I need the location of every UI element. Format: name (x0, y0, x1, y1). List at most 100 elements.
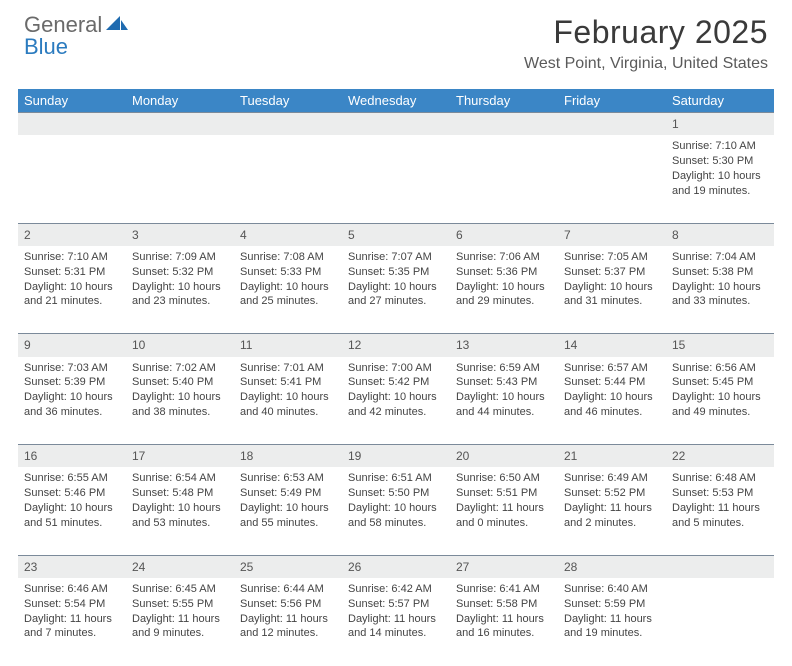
sunrise-line: Sunrise: 7:09 AM (132, 250, 228, 265)
sunset-line: Sunset: 5:44 PM (564, 375, 660, 390)
day-info-cell: Sunrise: 7:06 AMSunset: 5:36 PMDaylight:… (450, 246, 558, 334)
day-number-cell (234, 113, 342, 136)
sunrise-line: Sunrise: 6:45 AM (132, 582, 228, 597)
sunrise-line: Sunrise: 6:57 AM (564, 361, 660, 376)
daylight-line: Daylight: 10 hours and 42 minutes. (348, 390, 444, 420)
day-number-cell (666, 555, 774, 578)
day-header: Saturday (666, 89, 774, 113)
sunrise-line: Sunrise: 6:50 AM (456, 471, 552, 486)
day-number-cell (558, 113, 666, 136)
day-info-cell: Sunrise: 7:09 AMSunset: 5:32 PMDaylight:… (126, 246, 234, 334)
day-number-cell: 2 (18, 223, 126, 246)
day-info-row: Sunrise: 7:10 AMSunset: 5:30 PMDaylight:… (18, 135, 774, 223)
sunrise-line: Sunrise: 7:05 AM (564, 250, 660, 265)
day-info-cell: Sunrise: 7:10 AMSunset: 5:31 PMDaylight:… (18, 246, 126, 334)
daylight-line: Daylight: 10 hours and 33 minutes. (672, 280, 768, 310)
day-number: 7 (564, 228, 571, 242)
day-number-row: 9101112131415 (18, 334, 774, 357)
sunrise-line: Sunrise: 6:44 AM (240, 582, 336, 597)
day-header-row: Sunday Monday Tuesday Wednesday Thursday… (18, 89, 774, 113)
day-number: 3 (132, 228, 139, 242)
sunset-line: Sunset: 5:41 PM (240, 375, 336, 390)
day-number-cell: 20 (450, 445, 558, 468)
day-info-cell: Sunrise: 6:40 AMSunset: 5:59 PMDaylight:… (558, 578, 666, 666)
day-header: Sunday (18, 89, 126, 113)
day-number: 22 (672, 449, 685, 463)
sunset-line: Sunset: 5:38 PM (672, 265, 768, 280)
day-info-cell: Sunrise: 6:50 AMSunset: 5:51 PMDaylight:… (450, 467, 558, 555)
day-number: 1 (672, 117, 679, 131)
day-number-cell: 26 (342, 555, 450, 578)
sunset-line: Sunset: 5:37 PM (564, 265, 660, 280)
day-number-cell: 15 (666, 334, 774, 357)
day-number-cell: 17 (126, 445, 234, 468)
logo-word-blue: Blue (24, 34, 68, 59)
day-info-cell (558, 135, 666, 223)
day-number-cell: 1 (666, 113, 774, 136)
sunrise-line: Sunrise: 7:01 AM (240, 361, 336, 376)
sunrise-line: Sunrise: 6:51 AM (348, 471, 444, 486)
day-number-cell: 24 (126, 555, 234, 578)
day-info-cell: Sunrise: 6:44 AMSunset: 5:56 PMDaylight:… (234, 578, 342, 666)
day-number: 28 (564, 560, 577, 574)
sunset-line: Sunset: 5:57 PM (348, 597, 444, 612)
sunset-line: Sunset: 5:46 PM (24, 486, 120, 501)
calendar-table: Sunday Monday Tuesday Wednesday Thursday… (18, 89, 774, 666)
day-number: 19 (348, 449, 361, 463)
sunset-line: Sunset: 5:33 PM (240, 265, 336, 280)
calendar-body: 1 Sunrise: 7:10 AMSunset: 5:30 PMDaylight… (18, 113, 774, 666)
day-info-cell: Sunrise: 6:49 AMSunset: 5:52 PMDaylight:… (558, 467, 666, 555)
sunset-line: Sunset: 5:59 PM (564, 597, 660, 612)
sunset-line: Sunset: 5:40 PM (132, 375, 228, 390)
day-info-cell: Sunrise: 6:46 AMSunset: 5:54 PMDaylight:… (18, 578, 126, 666)
day-number-cell: 18 (234, 445, 342, 468)
sunset-line: Sunset: 5:31 PM (24, 265, 120, 280)
daylight-line: Daylight: 10 hours and 31 minutes. (564, 280, 660, 310)
day-number-row: 2345678 (18, 223, 774, 246)
day-info-cell: Sunrise: 6:54 AMSunset: 5:48 PMDaylight:… (126, 467, 234, 555)
day-number: 12 (348, 338, 361, 352)
sunset-line: Sunset: 5:32 PM (132, 265, 228, 280)
day-number: 18 (240, 449, 253, 463)
daylight-line: Daylight: 10 hours and 19 minutes. (672, 169, 768, 199)
day-info-cell: Sunrise: 7:01 AMSunset: 5:41 PMDaylight:… (234, 357, 342, 445)
daylight-line: Daylight: 10 hours and 23 minutes. (132, 280, 228, 310)
day-number: 2 (24, 228, 31, 242)
day-number-cell: 19 (342, 445, 450, 468)
sunrise-line: Sunrise: 7:00 AM (348, 361, 444, 376)
sunset-line: Sunset: 5:54 PM (24, 597, 120, 612)
day-info-cell: Sunrise: 6:59 AMSunset: 5:43 PMDaylight:… (450, 357, 558, 445)
sunset-line: Sunset: 5:58 PM (456, 597, 552, 612)
day-number: 21 (564, 449, 577, 463)
day-info-row: Sunrise: 7:10 AMSunset: 5:31 PMDaylight:… (18, 246, 774, 334)
day-number: 13 (456, 338, 469, 352)
sunrise-line: Sunrise: 7:08 AM (240, 250, 336, 265)
sunset-line: Sunset: 5:35 PM (348, 265, 444, 280)
day-info-cell: Sunrise: 7:10 AMSunset: 5:30 PMDaylight:… (666, 135, 774, 223)
day-info-cell (342, 135, 450, 223)
sunrise-line: Sunrise: 6:40 AM (564, 582, 660, 597)
sunset-line: Sunset: 5:51 PM (456, 486, 552, 501)
day-number: 4 (240, 228, 247, 242)
daylight-line: Daylight: 10 hours and 46 minutes. (564, 390, 660, 420)
daylight-line: Daylight: 11 hours and 14 minutes. (348, 612, 444, 642)
daylight-line: Daylight: 11 hours and 12 minutes. (240, 612, 336, 642)
location-subtitle: West Point, Virginia, United States (524, 55, 768, 73)
day-info-row: Sunrise: 6:46 AMSunset: 5:54 PM Daylight:… (18, 578, 774, 666)
sunset-line: Sunset: 5:39 PM (24, 375, 120, 390)
sunrise-line: Sunrise: 6:49 AM (564, 471, 660, 486)
day-info-row: Sunrise: 6:55 AMSunset: 5:46 PMDaylight:… (18, 467, 774, 555)
day-number-cell: 25 (234, 555, 342, 578)
day-number: 15 (672, 338, 685, 352)
sunset-line: Sunset: 5:52 PM (564, 486, 660, 501)
day-info-cell: Sunrise: 7:04 AMSunset: 5:38 PMDaylight:… (666, 246, 774, 334)
day-info-cell (234, 135, 342, 223)
sunrise-line: Sunrise: 6:46 AM (24, 582, 120, 597)
daylight-line: Daylight: 10 hours and 38 minutes. (132, 390, 228, 420)
day-info-cell: Sunrise: 7:07 AMSunset: 5:35 PMDaylight:… (342, 246, 450, 334)
sunrise-line: Sunrise: 6:54 AM (132, 471, 228, 486)
day-number-cell: 27 (450, 555, 558, 578)
sunrise-line: Sunrise: 6:56 AM (672, 361, 768, 376)
day-number-cell: 21 (558, 445, 666, 468)
daylight-line: Daylight: 11 hours and 9 minutes. (132, 612, 228, 642)
